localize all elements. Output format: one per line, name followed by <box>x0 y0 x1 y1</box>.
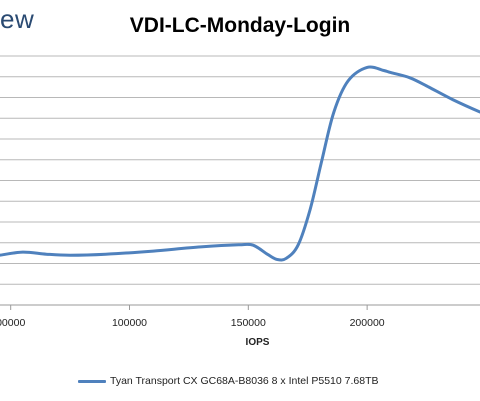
x-tick-label: 200000 <box>350 317 385 329</box>
legend-label: Tyan Transport CX GC68A-B8036 8 x Intel … <box>110 375 379 387</box>
x-axis-label: IOPS <box>245 337 270 348</box>
series-layer <box>0 65 480 262</box>
series-line <box>0 65 480 262</box>
x-tick-label: 100000 <box>112 317 147 329</box>
chart-title: VDI-LC-Monday-Login <box>129 14 351 37</box>
x-tick-label: 150000 <box>231 317 266 329</box>
legend-swatch <box>78 379 106 383</box>
gridlines <box>0 55 480 285</box>
legend: Tyan Transport CX GC68A-B8036 8 x Intel … <box>78 374 378 388</box>
axes <box>0 304 480 310</box>
x-tick-labels: 00000 100000 150000 200000 <box>0 317 385 329</box>
x-tick-label: 00000 <box>0 317 25 329</box>
brand-logo-text: ew <box>0 4 35 34</box>
